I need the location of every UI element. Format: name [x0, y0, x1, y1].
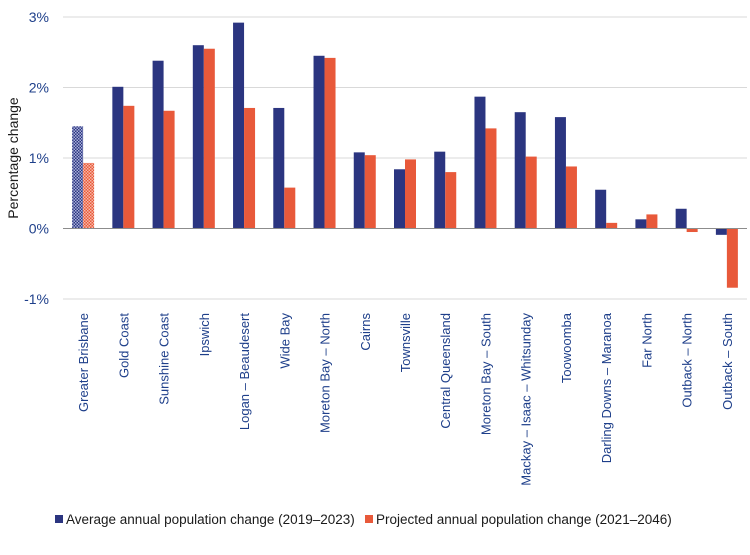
- bar-average: [675, 208, 687, 229]
- legend-label: Average annual population change (2019–2…: [66, 512, 355, 527]
- bar-projected: [284, 187, 296, 229]
- bar-average: [635, 219, 647, 229]
- bar-average: [554, 117, 566, 229]
- y-tick-label: 0%: [29, 221, 49, 237]
- bar-average: [353, 152, 365, 229]
- category-label: Cairns: [358, 313, 373, 351]
- bar-projected: [686, 228, 698, 233]
- bar-projected: [123, 105, 135, 229]
- category-label: Outback – South: [720, 313, 735, 410]
- bar-projected: [203, 48, 215, 229]
- bar-projected: [163, 110, 175, 229]
- category-label: Logan – Beaudesert: [237, 313, 252, 430]
- bar-projected: [606, 222, 618, 229]
- category-label: Moreton Bay – North: [318, 313, 333, 433]
- category-label: Moreton Bay – South: [478, 313, 493, 435]
- bar-projected: [324, 57, 336, 229]
- bar-average: [474, 96, 486, 229]
- legend-swatch: [365, 515, 373, 523]
- bar-projected: [646, 214, 658, 229]
- category-label: Mackay – Isaac – Whitsunday: [519, 313, 534, 486]
- bar-projected: [364, 155, 376, 229]
- bar-projected: [525, 156, 537, 229]
- y-axis-title: Percentage change: [5, 97, 21, 219]
- y-tick-label: -1%: [24, 291, 49, 307]
- bar-projected: [83, 162, 95, 229]
- bar-projected: [565, 166, 577, 229]
- bar-average: [192, 45, 204, 229]
- bar-projected: [244, 107, 256, 229]
- bar-average: [72, 126, 84, 229]
- bar-projected: [405, 159, 416, 229]
- category-label: Townsville: [398, 313, 413, 372]
- bar-average: [514, 112, 526, 229]
- legend-swatch: [55, 515, 63, 523]
- bar-average: [595, 189, 607, 229]
- bar-projected: [726, 228, 738, 288]
- legend: Average annual population change (2019–2…: [55, 512, 672, 527]
- bar-average: [394, 169, 405, 229]
- bar-average: [112, 86, 124, 229]
- category-label: Central Queensland: [438, 313, 453, 429]
- category-label: Toowoomba: [559, 312, 574, 383]
- category-label: Far North: [639, 313, 654, 368]
- y-tick-label: 3%: [29, 9, 49, 25]
- bar-projected: [485, 128, 497, 229]
- bar-average: [313, 55, 325, 229]
- bar-average: [152, 60, 164, 229]
- category-label: Darling Downs – Maranoa: [599, 312, 614, 463]
- bar-projected: [445, 172, 457, 229]
- legend-label: Projected annual population change (2021…: [376, 512, 672, 527]
- bar-average: [434, 151, 446, 229]
- y-tick-label: 2%: [29, 80, 49, 96]
- category-label: Wide Bay: [277, 313, 292, 369]
- bar-average: [273, 107, 285, 229]
- bar-average: [715, 228, 727, 235]
- bar-average: [233, 22, 245, 229]
- category-label: Ipswich: [197, 313, 212, 356]
- category-label: Gold Coast: [116, 313, 131, 378]
- category-label: Greater Brisbane: [76, 313, 91, 412]
- category-label: Sunshine Coast: [157, 313, 172, 405]
- y-tick-label: 1%: [29, 150, 49, 166]
- category-label: Outback – North: [680, 313, 695, 408]
